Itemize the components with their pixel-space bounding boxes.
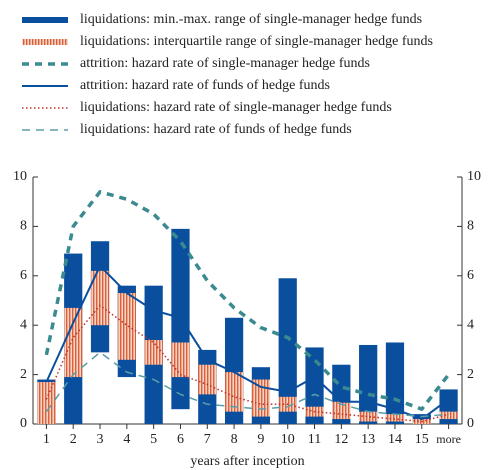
x-tick-label: 11 [308,432,321,447]
y2-tick-label: 6 [467,268,474,283]
legend-marker [22,129,68,131]
x-tick-label: more [436,432,461,446]
y2-tick-label: 8 [467,219,474,234]
iqr-bar [251,379,271,417]
y-tick-label: 8 [20,219,27,234]
legend-label: liquidations: hazard rate of single-mana… [80,100,392,115]
x-tick-label: 8 [231,432,238,447]
y-tick-label: 10 [13,169,27,184]
legend-marker [22,17,68,23]
legend-label: liquidations: interquartile range of sin… [80,34,434,49]
y-tick-label: 4 [20,317,27,332]
line [45,351,449,418]
iqr-bar [359,411,378,422]
line [44,190,450,411]
x-tick-label: 1 [43,432,50,447]
range-bar [385,342,405,424]
legend-item: liquidations: hazard rate of single-mana… [20,100,480,115]
iqr-bar [171,342,190,378]
iqr-bar [64,307,83,378]
iqr-bar [144,340,163,365]
legend-marker [22,85,68,87]
y2-tick-label: 0 [467,416,474,431]
legend-label: attrition: hazard rate of funds of hedge… [80,78,330,93]
x-axis-label: years after inception [190,454,304,469]
x-tick-label: 7 [204,432,211,447]
iqr-bar [224,372,244,412]
x-tick-label: 2 [70,432,77,447]
x-tick-label: 9 [257,432,264,447]
line [45,264,450,421]
iqr-bar [37,382,56,424]
y-tick-label: 0 [20,416,27,431]
range-bar [278,278,297,424]
legend-marker [22,62,68,66]
y2-tick-label: 2 [467,367,474,382]
y-tick-label: 2 [20,367,27,382]
range-bar [359,344,378,424]
x-tick-label: 12 [334,432,348,447]
legend-label: liquidations: min.-max. range of single-… [80,12,423,27]
legend-item: liquidations: hazard rate of funds of he… [20,122,480,137]
legend-item: attrition: hazard rate of funds of hedge… [20,78,480,93]
iqr-bar [198,364,217,395]
y2-tick-label: 10 [467,169,481,184]
legend-marker [22,39,68,45]
range-bar [305,347,324,424]
legend-label: liquidations: hazard rate of funds of he… [80,122,352,137]
legend-item: liquidations: interquartile range of sin… [20,34,480,49]
x-tick-label: 3 [97,432,104,447]
legend-item: attrition: hazard rate of single-manager… [20,56,480,71]
iqr-bar [117,293,136,360]
legend-swatch [22,39,68,45]
y-tick-label: 6 [20,268,27,283]
iqr-bar [439,411,458,420]
y2-tick-label: 4 [467,317,474,332]
legend-label: attrition: hazard rate of single-manager… [80,56,370,71]
legend: liquidations: min.-max. range of single-… [20,12,490,144]
iqr-bar [385,414,405,422]
legend-item: liquidations: min.-max. range of single-… [20,12,480,27]
legend-swatch [22,17,68,23]
x-tick-label: 6 [177,432,184,447]
x-tick-label: 13 [361,432,375,447]
x-tick-label: 10 [281,432,295,447]
x-tick-label: 15 [415,432,429,447]
x-tick-label: 14 [388,432,402,447]
legend-marker [22,107,68,109]
x-tick-label: 4 [123,432,130,447]
x-tick-label: 5 [150,432,157,447]
line [45,304,449,423]
